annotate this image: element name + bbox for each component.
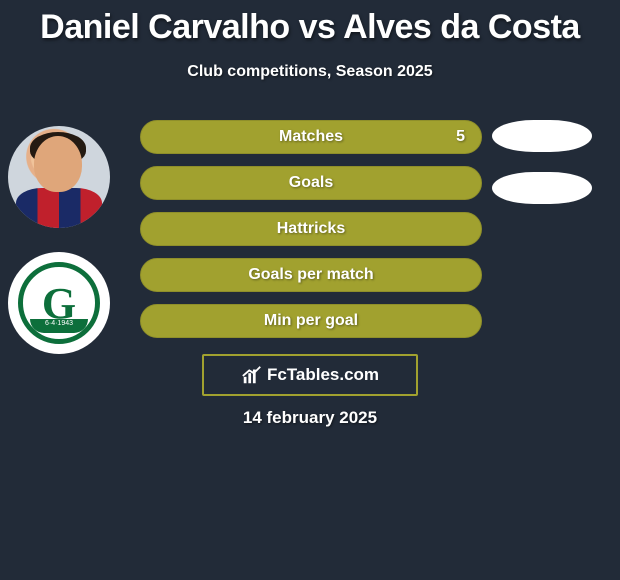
- brand-box[interactable]: FcTables.com: [202, 354, 418, 396]
- stat-pill-goals: [492, 172, 592, 204]
- player1-head: [34, 136, 82, 192]
- stat-pill-matches: [492, 120, 592, 152]
- date-label: 14 february 2025: [0, 408, 620, 428]
- stat-label: Hattricks: [277, 220, 345, 238]
- club-badge-ribbon: 6·4·1943: [30, 319, 88, 333]
- stat-row-min-per-goal: Min per goal: [140, 304, 482, 338]
- avatars-column: G 6·4·1943: [8, 126, 110, 354]
- stat-row-goals-per-match: Goals per match: [140, 258, 482, 292]
- stat-row-matches: Matches 5: [140, 120, 482, 154]
- stat-row-goals: Goals: [140, 166, 482, 200]
- stat-label: Goals: [289, 174, 333, 192]
- player2-club-avatar: G 6·4·1943: [8, 252, 110, 354]
- stat-value-left: 5: [456, 128, 465, 146]
- stat-label: Goals per match: [248, 266, 373, 284]
- right-pills-column: [492, 120, 592, 224]
- stat-row-hattricks: Hattricks: [140, 212, 482, 246]
- stat-label: Matches: [279, 128, 343, 146]
- chart-icon: [241, 364, 263, 386]
- stat-label: Min per goal: [264, 312, 358, 330]
- brand-text: FcTables.com: [267, 365, 379, 385]
- page-title: Daniel Carvalho vs Alves da Costa: [0, 0, 620, 47]
- player1-avatar: [8, 126, 110, 228]
- stats-rows: Matches 5 Goals Hattricks Goals per matc…: [140, 120, 482, 350]
- club-badge: G 6·4·1943: [18, 262, 100, 344]
- player1-jersey: [16, 188, 102, 228]
- subtitle: Club competitions, Season 2025: [0, 63, 620, 81]
